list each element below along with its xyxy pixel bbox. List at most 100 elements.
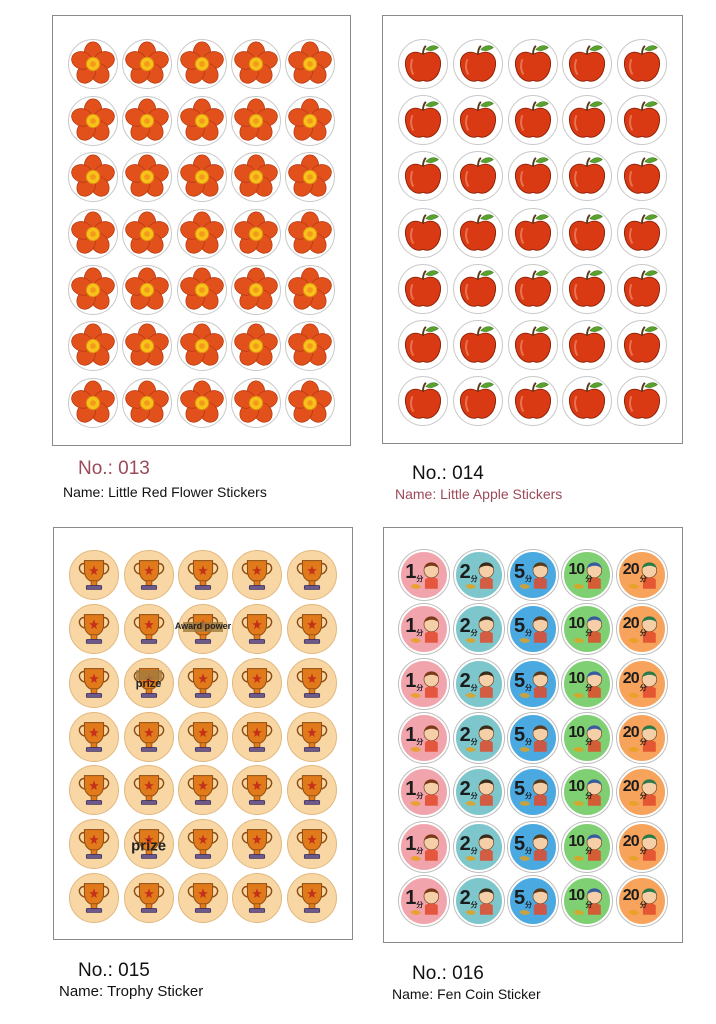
coin-unit: 分 [525,901,532,909]
coin-value: 1 [405,669,416,692]
flower-icon [122,152,173,203]
coin-value: 10 [568,832,585,850]
apple-icon [452,95,503,146]
flower-icon [284,95,335,146]
coin-value: 5 [514,561,525,584]
trophy-icon [69,657,120,708]
coin-icon: 10 分 [562,604,613,655]
trophy-icon [178,549,228,600]
flower-icon [176,264,227,315]
flower-icon [284,39,335,90]
coin-value: 20 [622,669,640,687]
apple-icon [398,207,449,258]
trophy-icon [178,819,228,870]
coin-value: 1 [405,832,416,855]
apple-icon [398,319,449,370]
flower-icon [176,321,227,372]
apple-icon [616,151,667,202]
product-name: Name: Little Apple Stickers [395,486,563,502]
sticker-sheet-trophy: Award power prize prize [53,527,353,940]
trophy-icon [69,765,120,816]
coin-unit: 分 [470,684,478,692]
apple-icon [398,151,449,202]
coin-value: 2 [459,832,471,855]
coin-unit: 分 [639,684,647,692]
flower-icon [284,377,335,428]
apple-icon [398,39,449,90]
apple-icon [616,319,667,370]
trophy-icon [69,603,120,654]
trophy-icon [178,711,228,762]
sticker-grid [396,36,669,429]
coin-icon: 20 分 [616,550,667,601]
coin-value: 1 [405,615,416,638]
sticker-overlay-label: prize [131,837,167,855]
coin-unit: 分 [585,576,593,584]
apple-icon [507,263,558,314]
flower-icon [176,95,227,146]
apple-icon [507,39,558,90]
apple-icon [562,375,613,426]
trophy-icon [232,603,283,654]
coin-value: 20 [622,615,640,633]
trophy-icon [69,873,120,924]
trophy-icon [123,765,174,816]
coin-unit: 分 [525,793,532,801]
label-highlight [135,669,162,680]
trophy-icon [232,819,283,870]
coin-unit: 分 [470,901,478,909]
flower-icon [68,152,119,203]
product-name: Name: Fen Coin Sticker [392,986,541,1002]
coin-icon: 20 分 [616,604,667,655]
coin-icon: 10 分 [562,875,613,926]
sticker-sheet-apple [382,15,683,444]
flower-icon [122,208,173,259]
flower-icon [68,264,119,315]
coin-icon: 20 分 [616,658,667,709]
coin-unit: 分 [639,739,647,746]
trophy-icon [178,657,228,708]
trophy-icon [123,711,174,762]
coin-unit: 分 [525,847,532,855]
apple-icon [507,319,558,370]
coin-unit: 分 [416,901,424,909]
apple-icon [507,207,558,258]
coin-unit: 分 [585,630,593,638]
flower-icon [122,377,173,428]
coin-unit: 分 [639,630,647,638]
trophy-icon [286,657,337,708]
apple-icon [616,375,667,426]
trophy-icon [286,711,337,762]
flower-icon [230,39,281,90]
coin-value: 20 [622,778,640,796]
coin-value: 5 [514,724,525,746]
apple-icon [562,39,613,90]
coin-value: 10 [568,778,585,796]
coin-value: 10 [568,561,585,579]
sticker-grid: Award power prize prize [67,548,339,925]
coin-unit: 分 [639,847,647,855]
flower-icon [284,264,335,315]
coin-unit: 分 [525,576,532,584]
flower-icon [176,377,227,428]
coin-value: 10 [568,886,585,904]
flower-icon [122,95,173,146]
coin-unit: 分 [470,793,478,801]
trophy-icon [232,711,283,762]
product-number: No.: 014 [412,463,484,484]
flower-icon [230,208,281,259]
coin-icon: 10 分 [562,767,613,818]
